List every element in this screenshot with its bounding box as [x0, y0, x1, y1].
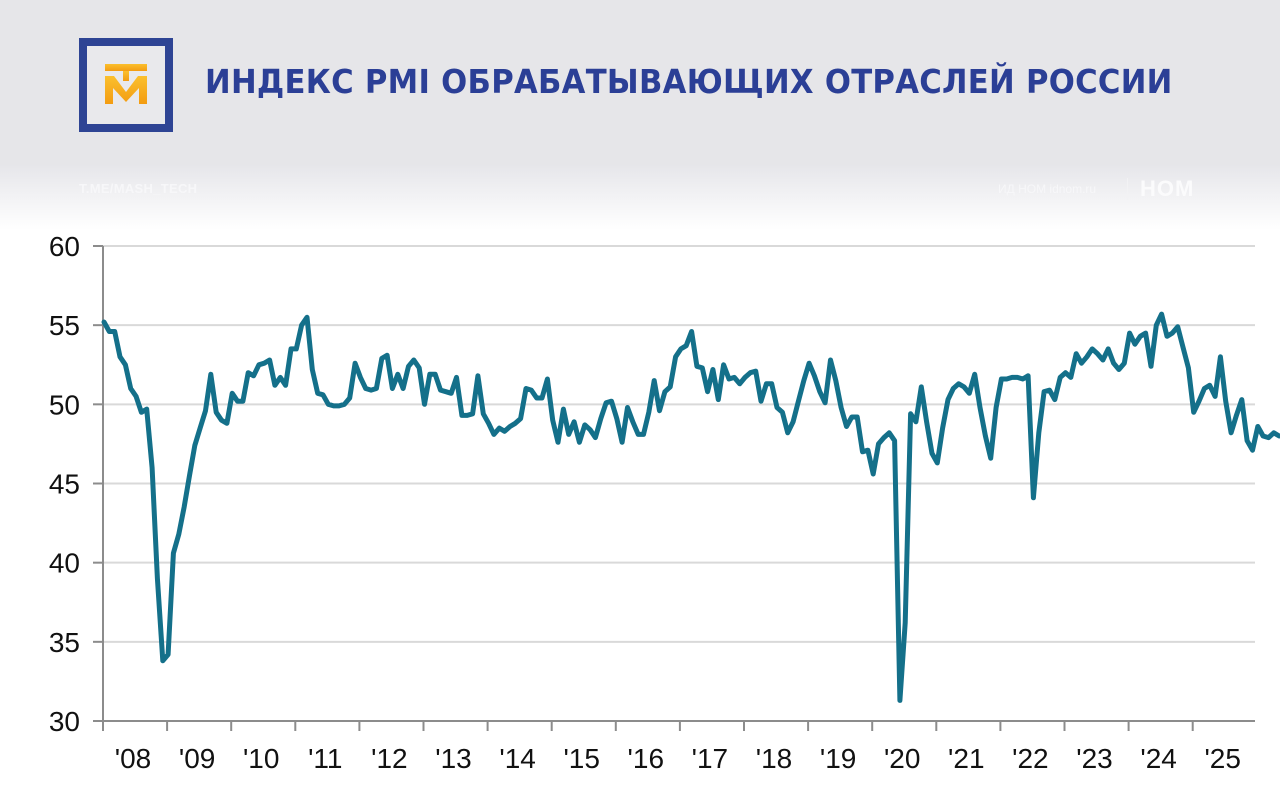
x-tick-label: '14 [499, 743, 536, 774]
watermark-brand-logo: НОМ [1140, 176, 1195, 201]
x-tick-label: '08 [115, 743, 152, 774]
y-tick-label: 50 [49, 389, 80, 420]
x-tick-label: '20 [884, 743, 921, 774]
watermark-publisher: ИД НОМ idnom.ru [998, 182, 1097, 196]
x-tick-label: '10 [243, 743, 280, 774]
pmi-series-line [101, 311, 1280, 703]
y-tick-label: 30 [49, 706, 80, 737]
x-tick-label: '16 [628, 743, 665, 774]
pmi-line-chart: 30 35 40 45 50 55 60 '08 '09 '10 '11 '12 '13 '14 '15 '1… [49, 231, 1280, 774]
x-tick-label: '21 [948, 743, 985, 774]
x-tick-label: '11 [308, 743, 342, 774]
watermark-divider [1127, 178, 1128, 200]
x-tick-label: '25 [1204, 743, 1241, 774]
x-tick-label: '15 [563, 743, 600, 774]
x-tick-label: '24 [1140, 743, 1177, 774]
page-title: ИНДЕКС PMI ОБРАБАТЫВАЮЩИХ ОТРАСЛЕЙ РОССИ… [205, 62, 1173, 101]
x-tick-label: '22 [1012, 743, 1049, 774]
y-tick-label: 35 [49, 627, 80, 658]
y-tick-label: 55 [49, 310, 80, 341]
header-fade [0, 165, 1280, 230]
tm-logo-icon [79, 38, 173, 132]
y-tick-label: 45 [49, 469, 80, 500]
x-tick-label: '12 [371, 743, 408, 774]
y-tick-label: 60 [49, 231, 80, 262]
x-tick-label: '18 [756, 743, 793, 774]
x-tick-label: '17 [692, 743, 729, 774]
x-tick-label: '09 [179, 743, 216, 774]
y-tick-label: 40 [49, 548, 80, 579]
x-tick-label: '23 [1076, 743, 1113, 774]
x-tick-label: '13 [435, 743, 472, 774]
header-banner [0, 0, 1280, 165]
x-tick-label: '19 [820, 743, 857, 774]
watermark-channel: T.ME/MASH_TECH [79, 181, 198, 196]
